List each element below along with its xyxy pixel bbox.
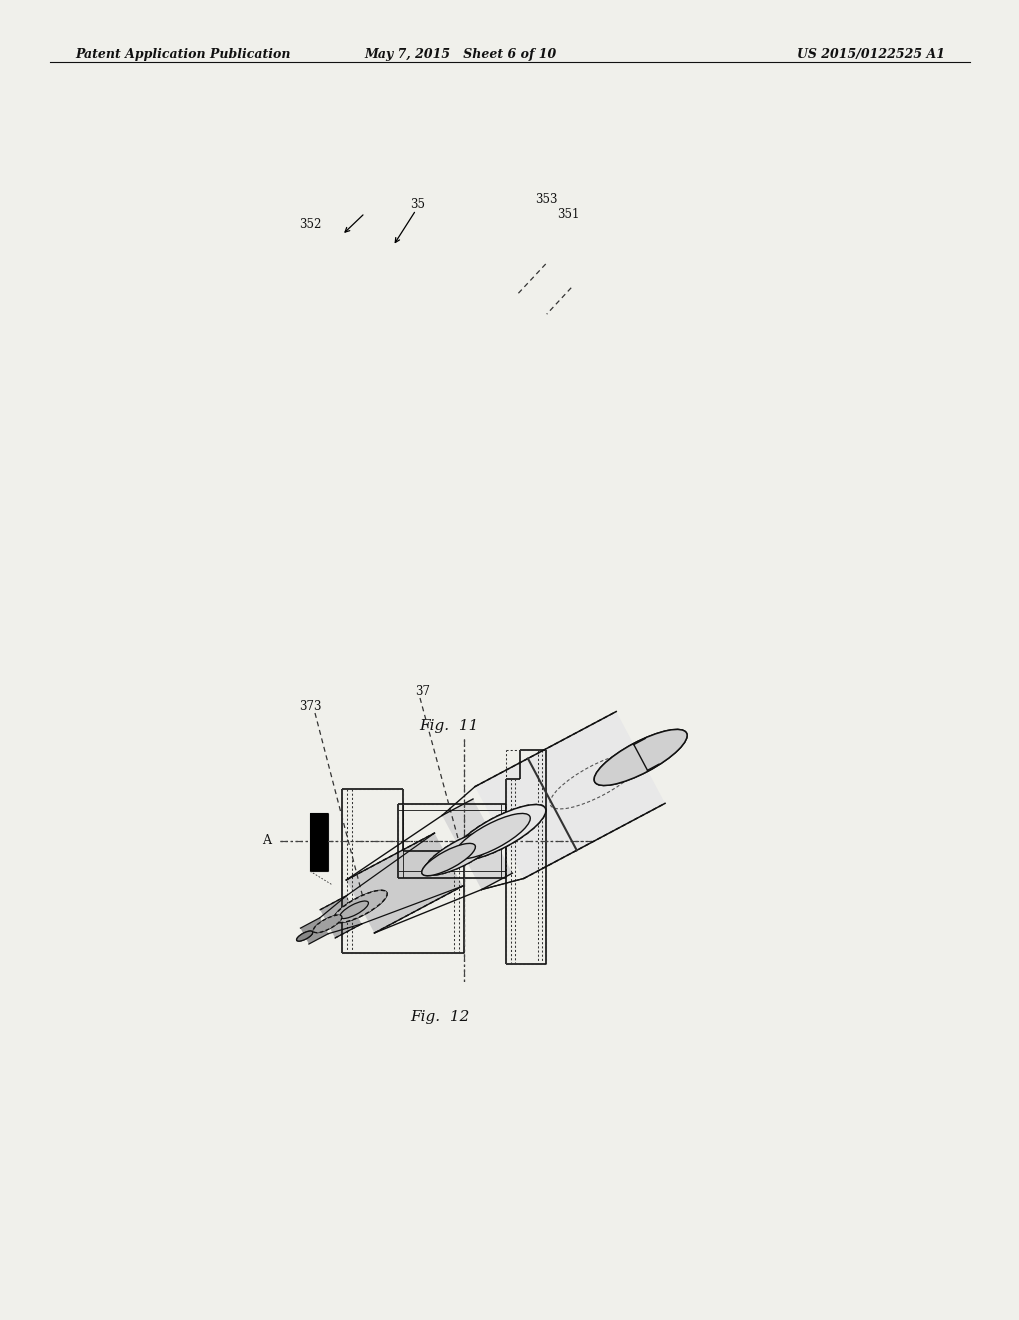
Ellipse shape <box>422 843 475 875</box>
Text: 351: 351 <box>556 209 579 220</box>
Ellipse shape <box>333 890 387 923</box>
Text: US 2015/0122525 A1: US 2015/0122525 A1 <box>796 48 944 61</box>
Ellipse shape <box>452 804 545 861</box>
Polygon shape <box>345 833 463 933</box>
Text: 352: 352 <box>299 218 321 231</box>
Ellipse shape <box>313 915 341 933</box>
Ellipse shape <box>297 931 313 941</box>
Text: 353: 353 <box>535 193 557 206</box>
Ellipse shape <box>593 730 687 785</box>
Text: A: A <box>262 834 271 847</box>
Ellipse shape <box>424 830 499 875</box>
Ellipse shape <box>454 813 530 859</box>
Polygon shape <box>320 896 362 939</box>
Text: 37: 37 <box>415 685 430 698</box>
Text: 373: 373 <box>299 700 321 713</box>
Polygon shape <box>441 799 512 890</box>
Text: May 7, 2015   Sheet 6 of 10: May 7, 2015 Sheet 6 of 10 <box>364 48 555 61</box>
Ellipse shape <box>333 890 387 923</box>
Ellipse shape <box>424 830 499 875</box>
Text: Patent Application Publication: Patent Application Publication <box>75 48 290 61</box>
Text: 35: 35 <box>410 198 425 211</box>
Ellipse shape <box>593 730 687 785</box>
Ellipse shape <box>339 902 368 919</box>
Polygon shape <box>301 917 328 944</box>
Polygon shape <box>475 711 664 879</box>
Text: Fig.  11: Fig. 11 <box>419 719 478 734</box>
Ellipse shape <box>452 804 545 861</box>
Bar <box>310 813 328 871</box>
Ellipse shape <box>313 915 341 933</box>
Ellipse shape <box>422 843 475 875</box>
Ellipse shape <box>316 920 332 931</box>
Ellipse shape <box>297 931 313 941</box>
Text: Fig.  12: Fig. 12 <box>410 1010 469 1024</box>
